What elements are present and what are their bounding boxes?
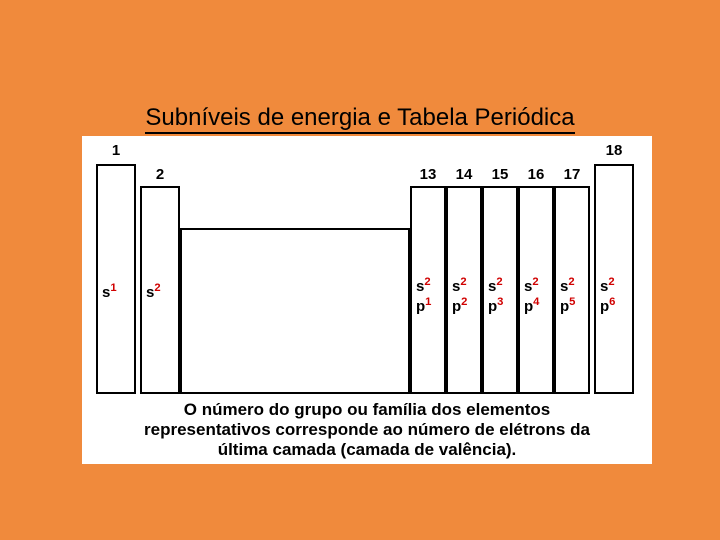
group-label-2: 2 [140,166,180,183]
group-label-18: 18 [594,142,634,159]
config-label-18: s2p6 [600,276,615,315]
config-label-2: s2 [146,282,161,302]
config-label-17: s2p5 [560,276,575,315]
config-label-1: s1 [102,282,117,302]
group-label-1: 1 [96,142,136,159]
group-label-16: 16 [518,166,554,183]
config-label-13: s2p1 [416,276,431,315]
group-label-17: 17 [554,166,590,183]
page-title: Subníveis de energia e Tabela Periódica [80,104,640,134]
caption-line: O número do grupo ou família dos element… [82,400,652,420]
transition-block [180,228,410,394]
caption: O número do grupo ou família dos element… [82,400,652,460]
config-label-14: s2p2 [452,276,467,315]
group-label-15: 15 [482,166,518,183]
group-label-13: 13 [410,166,446,183]
group-label-14: 14 [446,166,482,183]
config-label-15: s2p3 [488,276,503,315]
config-label-16: s2p4 [524,276,539,315]
caption-line: última camada (camada de valência). [82,440,652,460]
group-column-1 [96,164,136,394]
page-title-text: Subníveis de energia e Tabela Periódica [145,104,574,134]
caption-line: representativos corresponde ao número de… [82,420,652,440]
